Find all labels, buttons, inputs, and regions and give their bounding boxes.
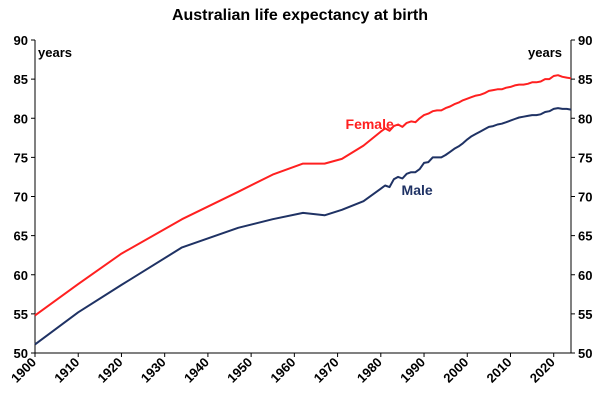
series-line-female bbox=[34, 74, 572, 317]
x-tick-label: 1990 bbox=[397, 355, 428, 386]
y-tick-label-left: 60 bbox=[14, 268, 28, 283]
series-layer bbox=[34, 74, 572, 346]
x-tick-label: 1950 bbox=[224, 355, 255, 386]
x-tick-label: 2010 bbox=[484, 355, 515, 386]
y-tick-label-left: 80 bbox=[14, 111, 28, 126]
y-axis-unit-right: years bbox=[528, 45, 562, 60]
chart-title: Australian life expectancy at birth bbox=[172, 7, 428, 24]
y-tick-label-right: 85 bbox=[578, 72, 592, 87]
x-tick-label: 1930 bbox=[138, 355, 169, 386]
y-axis-unit-left: years bbox=[38, 45, 72, 60]
y-tick-label-right: 60 bbox=[578, 268, 592, 283]
x-tick-label: 2020 bbox=[527, 355, 558, 386]
x-tick-label: 2000 bbox=[440, 355, 471, 386]
y-tick-label-right: 70 bbox=[578, 190, 592, 205]
y-tick-label-right: 50 bbox=[578, 346, 592, 361]
y-tick-label-right: 65 bbox=[578, 229, 592, 244]
y-tick-label-right: 90 bbox=[578, 33, 592, 48]
y-tick-label-left: 85 bbox=[14, 72, 28, 87]
series-line-male bbox=[34, 107, 572, 346]
y-tick-label-left: 90 bbox=[14, 33, 28, 48]
series-label-male: Male bbox=[402, 182, 433, 198]
x-tick-label: 1960 bbox=[267, 355, 298, 386]
y-tick-label-right: 75 bbox=[578, 150, 592, 165]
y-tick-label-left: 75 bbox=[14, 150, 28, 165]
series-labels: Female Male bbox=[346, 116, 433, 198]
y-tick-label-left: 65 bbox=[14, 229, 28, 244]
x-tick-label: 1970 bbox=[311, 355, 342, 386]
x-tick-label: 1910 bbox=[51, 355, 82, 386]
y-tick-label-left: 50 bbox=[14, 346, 28, 361]
y-tick-label-left: 55 bbox=[14, 307, 28, 322]
x-tick-label: 1980 bbox=[354, 355, 385, 386]
x-tick-label: 1920 bbox=[95, 355, 126, 386]
x-tick-label: 1940 bbox=[181, 355, 212, 386]
y-tick-label-left: 70 bbox=[14, 190, 28, 205]
y-tick-label-right: 55 bbox=[578, 307, 592, 322]
series-label-female: Female bbox=[346, 116, 394, 132]
y-tick-label-right: 80 bbox=[578, 111, 592, 126]
